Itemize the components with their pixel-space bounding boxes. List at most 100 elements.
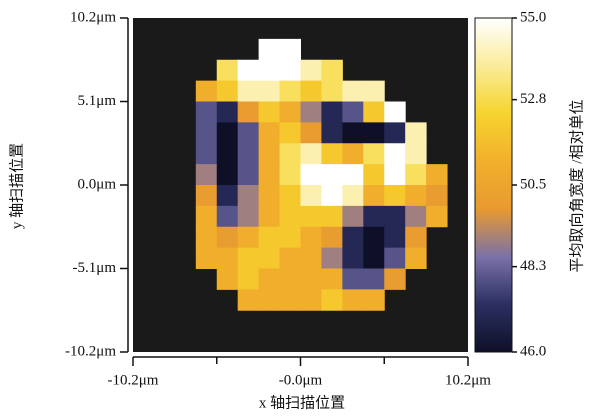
heatmap-cell — [342, 81, 363, 102]
heatmap-cell — [342, 102, 363, 123]
heatmap-cell — [342, 206, 363, 227]
heatmap-cell — [301, 269, 322, 290]
heatmap-cell — [280, 227, 301, 248]
heatmap-cell — [363, 227, 384, 248]
heatmap-cell — [196, 122, 217, 143]
heatmap-cell — [217, 60, 238, 81]
colorbar-tick-label: 55.0 — [520, 9, 546, 25]
heatmap-cell — [259, 227, 280, 248]
heatmap-cell — [384, 102, 405, 123]
heatmap-cell — [259, 185, 280, 206]
heatmap-cell — [405, 248, 426, 269]
heatmap-cell — [405, 206, 426, 227]
heatmap-cell — [363, 206, 384, 227]
heatmap-cell — [238, 81, 259, 102]
heatmap-cell — [426, 164, 447, 185]
heatmap-cell — [280, 60, 301, 81]
heatmap-cell — [280, 81, 301, 102]
heatmap-cell — [342, 248, 363, 269]
heatmap-cell — [280, 102, 301, 123]
heatmap-cell — [280, 206, 301, 227]
heatmap-cell — [342, 289, 363, 310]
heatmap-cell — [321, 164, 342, 185]
colorbar-tick-label: 46.0 — [520, 343, 546, 359]
heatmap-cell — [280, 164, 301, 185]
heatmap-cell — [217, 185, 238, 206]
colorbar-tick-label: 48.3 — [520, 258, 546, 274]
heatmap-cell — [301, 185, 322, 206]
heatmap-cell — [384, 164, 405, 185]
heatmap-cell — [259, 122, 280, 143]
heatmap-cell — [342, 122, 363, 143]
y-axis-label: y 轴扫描位置 — [8, 143, 25, 229]
heatmap-cell — [238, 143, 259, 164]
heatmap-cell — [238, 269, 259, 290]
heatmap-cell — [342, 164, 363, 185]
heatmap-cell — [384, 248, 405, 269]
heatmap-cell — [384, 206, 405, 227]
heatmap-cell — [217, 102, 238, 123]
colorbar-tick-label: 50.5 — [520, 176, 546, 192]
heatmap-cell — [405, 227, 426, 248]
colorbar-tick-label: 52.8 — [520, 91, 546, 107]
heatmap-cell — [363, 81, 384, 102]
heatmap-cell — [280, 248, 301, 269]
heatmap-cell — [196, 164, 217, 185]
heatmap-cell — [196, 143, 217, 164]
y-tick-label: -5.1μm — [73, 260, 117, 276]
heatmap-cell — [405, 164, 426, 185]
heatmap-cell — [196, 227, 217, 248]
heatmap-cell — [217, 122, 238, 143]
heatmap-cell — [363, 143, 384, 164]
heatmap-cell — [301, 60, 322, 81]
heatmap-cell — [321, 60, 342, 81]
colorbar — [475, 18, 512, 352]
heatmap-cell — [301, 102, 322, 123]
heatmap-cell — [238, 248, 259, 269]
heatmap-cell — [321, 102, 342, 123]
x-axis-label: x 轴扫描位置 — [259, 394, 345, 411]
heatmap-cell — [259, 289, 280, 310]
heatmap-cell — [301, 81, 322, 102]
heatmap-cell — [217, 227, 238, 248]
heatmap-cell — [301, 206, 322, 227]
heatmap-cell — [259, 143, 280, 164]
heatmap-cell — [196, 206, 217, 227]
heatmap-cell — [259, 39, 280, 60]
heatmap-cell — [238, 227, 259, 248]
heatmap-cell — [217, 248, 238, 269]
heatmap-cell — [363, 122, 384, 143]
heatmap-cell — [301, 248, 322, 269]
heatmap-cell — [342, 143, 363, 164]
heatmap-cell — [321, 248, 342, 269]
heatmap-cell — [238, 185, 259, 206]
y-tick-label: 10.2μm — [70, 9, 116, 25]
heatmap-cell — [280, 185, 301, 206]
y-tick-label: -10.2μm — [65, 343, 116, 359]
heatmap-cell — [426, 206, 447, 227]
heatmap-cell — [280, 269, 301, 290]
heatmap-cell — [280, 122, 301, 143]
heatmap-cell — [238, 164, 259, 185]
heatmap-cell — [301, 289, 322, 310]
heatmap-cell — [196, 81, 217, 102]
heatmap-cell — [363, 164, 384, 185]
heatmap-cell — [196, 248, 217, 269]
y-tick-label: 0.0μm — [78, 176, 117, 192]
heatmap-cell — [196, 185, 217, 206]
heatmap-cell — [238, 122, 259, 143]
heatmap-cell — [321, 206, 342, 227]
heatmap-cell — [280, 39, 301, 60]
x-tick-label: -10.2μm — [108, 372, 159, 388]
heatmap-cell — [321, 269, 342, 290]
heatmap-cell — [238, 206, 259, 227]
heatmap-cell — [363, 102, 384, 123]
heatmap-cell — [238, 60, 259, 81]
heatmap-cell — [405, 122, 426, 143]
heatmap-cell — [321, 122, 342, 143]
heatmap-cell — [426, 185, 447, 206]
x-tick-label: -0.0μm — [279, 372, 323, 388]
heatmap-cell — [259, 102, 280, 123]
heatmap-cell — [342, 227, 363, 248]
heatmap-cell — [301, 227, 322, 248]
